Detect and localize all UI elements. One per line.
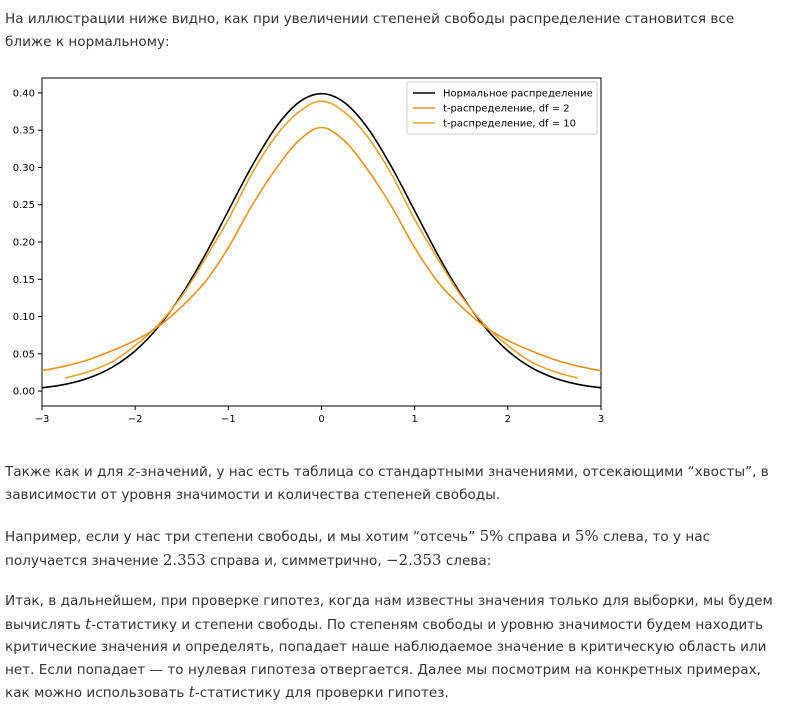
y-tick-label: 0.35	[13, 126, 35, 137]
legend-label: Нормальное распределение	[443, 89, 593, 100]
x-tick-label: 1	[411, 414, 417, 425]
math-t-1: t	[85, 614, 92, 633]
math-5-percent-left: 5%	[574, 527, 599, 545]
x-tick-label: 2	[505, 414, 511, 425]
paragraph-conclusion: Итак, в дальнейшем, при проверке гипотез…	[5, 590, 781, 705]
p3-text-a: Например, если у нас три степени свободы…	[5, 529, 480, 545]
p4-text-c: -статистику для проверки гипотез.	[194, 685, 449, 701]
y-tick-label: 0.10	[13, 312, 35, 323]
math-z: z	[127, 462, 136, 480]
paragraph-example: Например, если у нас три степени свободы…	[5, 525, 781, 572]
legend-label: t-распределение, df = 10	[443, 119, 576, 130]
legend-label: t-распределение, df = 2	[443, 104, 570, 115]
math-t-2: t	[188, 683, 195, 701]
math-critical-negative: −2.353	[386, 550, 442, 569]
series-line-t-df10-curve	[65, 100, 578, 379]
x-tick-label: −2	[128, 414, 143, 425]
y-tick-label: 0.30	[13, 163, 35, 174]
intro-paragraph: На иллюстрации ниже видно, как при увели…	[5, 8, 781, 53]
y-tick-label: 0.00	[13, 387, 35, 398]
x-tick-label: 0	[318, 414, 324, 425]
x-tick-label: −3	[35, 414, 50, 425]
p4-text-a: Итак, в дальнейшем, при проверке гипотез…	[5, 593, 773, 633]
y-tick-label: 0.40	[13, 88, 35, 99]
x-tick-label: −1	[221, 414, 236, 425]
intro-text: На иллюстрации ниже видно, как при увели…	[5, 11, 735, 50]
math-5-percent-right: 5%	[479, 527, 504, 545]
p3-text-b: справа и	[503, 529, 575, 545]
y-tick-label: 0.15	[13, 275, 35, 286]
y-tick-label: 0.25	[13, 200, 35, 211]
y-tick-label: 0.20	[13, 238, 35, 249]
legend-box	[406, 81, 598, 135]
y-tick-label: 0.05	[13, 349, 35, 360]
distribution-chart: −3 −2 −1 0 1 2 3 0.00 0.05 0.10 0.15 0.20 0.25 0.30 0…	[13, 77, 604, 425]
p3-text-d: справа и, симметрично,	[205, 552, 386, 569]
p3-text-c: слева, то у нас получается значение	[5, 529, 711, 569]
p4-text-b: -статистику и степени свободы. По степен…	[5, 616, 767, 702]
math-critical-positive: 2.353	[162, 550, 206, 569]
p2-text-a: Также как и для	[5, 464, 128, 480]
p3-text-e: слева:	[441, 552, 492, 569]
series-line-normal-curve	[41, 92, 602, 389]
x-tick-label: 3	[598, 414, 604, 425]
paragraph-z-table: Также как и для z-значений, у нас есть т…	[5, 460, 781, 506]
p2-text-b: -значений, у нас есть таблица со стандар…	[5, 464, 769, 503]
series-line-t-df2-curve	[41, 126, 602, 372]
